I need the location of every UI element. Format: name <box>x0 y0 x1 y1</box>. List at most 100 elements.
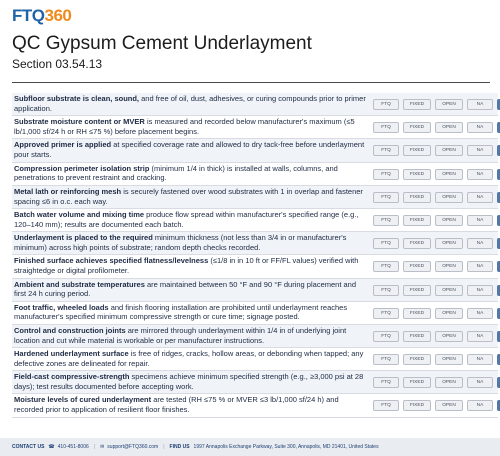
fixed-button[interactable]: FIXED <box>403 307 431 319</box>
open-button[interactable]: OPEN <box>435 330 463 342</box>
camera-icon[interactable] <box>497 354 500 366</box>
fixed-button[interactable]: FIXED <box>403 284 431 296</box>
footer-email[interactable]: support@FTQ360.com <box>107 444 159 450</box>
checklist-item-bold: Underlayment is placed to the required <box>14 233 153 243</box>
page-title: QC Gypsum Cement Underlayment <box>12 33 312 54</box>
checklist-item-text: Control and construction joints are mirr… <box>14 326 366 346</box>
checklist-item-text: Moisture levels of cured underlayment ar… <box>14 395 366 415</box>
na-button[interactable]: NA <box>467 238 493 250</box>
camera-icon[interactable] <box>497 122 500 134</box>
ftq-button[interactable]: FTQ <box>373 261 399 273</box>
ftq-button[interactable]: FTQ <box>373 307 399 319</box>
camera-icon[interactable] <box>497 400 500 412</box>
open-button[interactable]: OPEN <box>435 261 463 273</box>
na-button[interactable]: NA <box>467 330 493 342</box>
ftq-button[interactable]: FTQ <box>373 145 399 157</box>
camera-icon[interactable] <box>497 214 500 226</box>
fixed-button[interactable]: FIXED <box>403 400 431 412</box>
open-button[interactable]: OPEN <box>435 191 463 203</box>
phone-icon: ☎ <box>48 444 55 450</box>
open-button[interactable]: OPEN <box>435 214 463 226</box>
open-button[interactable]: OPEN <box>435 284 463 296</box>
checklist-row: Metal lath or reinforcing mesh is secure… <box>12 185 500 209</box>
fixed-button[interactable]: FIXED <box>403 122 431 134</box>
camera-icon[interactable] <box>497 330 500 342</box>
ftq-button[interactable]: FTQ <box>373 354 399 366</box>
na-button[interactable]: NA <box>467 99 493 110</box>
fixed-button[interactable]: FIXED <box>403 238 431 250</box>
fixed-button[interactable]: FIXED <box>403 214 431 226</box>
open-button[interactable]: OPEN <box>435 307 463 319</box>
na-button[interactable]: NA <box>467 400 493 412</box>
ftq-button[interactable]: FTQ <box>373 238 399 250</box>
ftq-button[interactable]: FTQ <box>373 168 399 180</box>
checklist-item-rest: and finish flooring installation are pro… <box>14 302 348 322</box>
na-button[interactable]: NA <box>467 354 493 366</box>
camera-icon[interactable] <box>497 284 500 296</box>
open-button[interactable]: OPEN <box>435 377 463 389</box>
checklist-row: Underlayment is placed to the required m… <box>12 232 500 256</box>
open-button[interactable]: OPEN <box>435 168 463 180</box>
checklist-item-bold: Metal lath or reinforcing mesh <box>14 186 122 196</box>
open-button[interactable]: OPEN <box>435 122 463 134</box>
ftq-button[interactable]: FTQ <box>373 330 399 342</box>
na-button[interactable]: NA <box>467 377 493 389</box>
checklist-item-bold: Compression perimeter isolation strip <box>14 163 150 173</box>
fixed-button[interactable]: FIXED <box>403 168 431 180</box>
ftq-button[interactable]: FTQ <box>373 284 399 296</box>
open-button[interactable]: OPEN <box>435 238 463 250</box>
ftq-button[interactable]: FTQ <box>373 122 399 134</box>
fixed-button[interactable]: FIXED <box>403 377 431 389</box>
fixed-button[interactable]: FIXED <box>403 191 431 203</box>
footer-phone[interactable]: 410-451-8006 <box>57 444 89 450</box>
na-button[interactable]: NA <box>467 145 493 157</box>
fixed-button[interactable]: FIXED <box>403 261 431 273</box>
checklist-item-text: Field-cast compressive-strength specimen… <box>14 372 366 392</box>
footer: CONTACT US ☎ 410-451-8006 | ✉ support@FT… <box>0 438 500 456</box>
footer-contact-label: CONTACT US <box>12 444 45 450</box>
ftq-button[interactable]: FTQ <box>373 214 399 226</box>
checklist-item-text: Finished surface achieves specified flat… <box>14 256 366 276</box>
na-button[interactable]: NA <box>467 214 493 226</box>
camera-icon[interactable] <box>497 145 500 157</box>
brand-ftq: FTQ <box>12 6 45 25</box>
camera-icon[interactable] <box>497 191 500 203</box>
na-button[interactable]: NA <box>467 261 493 273</box>
fixed-button[interactable]: FIXED <box>403 330 431 342</box>
camera-icon[interactable] <box>497 261 500 273</box>
open-button[interactable]: OPEN <box>435 99 463 110</box>
open-button[interactable]: OPEN <box>435 145 463 157</box>
checklist-item-rest: (minimum 1/4 in thick) is installed at w… <box>14 163 338 183</box>
email-icon: ✉ <box>100 444 105 450</box>
checklist-item-rest: at specified coverage rate and allowed t… <box>14 140 365 160</box>
fixed-button[interactable]: FIXED <box>403 145 431 157</box>
fixed-button[interactable]: FIXED <box>403 354 431 366</box>
row-actions: FTQ FIXED OPEN NA <box>373 168 500 180</box>
fixed-button[interactable]: FIXED <box>403 99 431 110</box>
checklist-row: Batch water volume and mixing time produ… <box>12 208 500 233</box>
camera-icon[interactable] <box>497 99 500 110</box>
ftq-button[interactable]: FTQ <box>373 377 399 389</box>
na-button[interactable]: NA <box>467 122 493 134</box>
camera-icon[interactable] <box>497 377 500 389</box>
brand-logo: FTQ360 <box>12 6 72 26</box>
checklist-item-rest: and free of oil, dust, adhesives, or cur… <box>14 94 366 113</box>
camera-icon[interactable] <box>497 238 500 250</box>
na-button[interactable]: NA <box>467 168 493 180</box>
ftq-button[interactable]: FTQ <box>373 191 399 203</box>
open-button[interactable]: OPEN <box>435 354 463 366</box>
checklist-item-bold: Moisture levels of cured underlayment <box>14 395 152 405</box>
row-actions: FTQ FIXED OPEN NA <box>373 261 500 273</box>
na-button[interactable]: NA <box>467 284 493 296</box>
na-button[interactable]: NA <box>467 191 493 203</box>
camera-icon[interactable] <box>497 307 500 319</box>
ftq-button[interactable]: FTQ <box>373 400 399 412</box>
checklist-row: Moisture levels of cured underlayment ar… <box>12 394 500 418</box>
checklist-item-rest: is securely fastened over wood substrate… <box>14 186 363 206</box>
na-button[interactable]: NA <box>467 307 493 319</box>
ftq-button[interactable]: FTQ <box>373 99 399 110</box>
checklist-item-text: Metal lath or reinforcing mesh is secure… <box>14 187 366 207</box>
camera-icon[interactable] <box>497 168 500 180</box>
open-button[interactable]: OPEN <box>435 400 463 412</box>
checklist-row: Finished surface achieves specified flat… <box>12 255 500 279</box>
